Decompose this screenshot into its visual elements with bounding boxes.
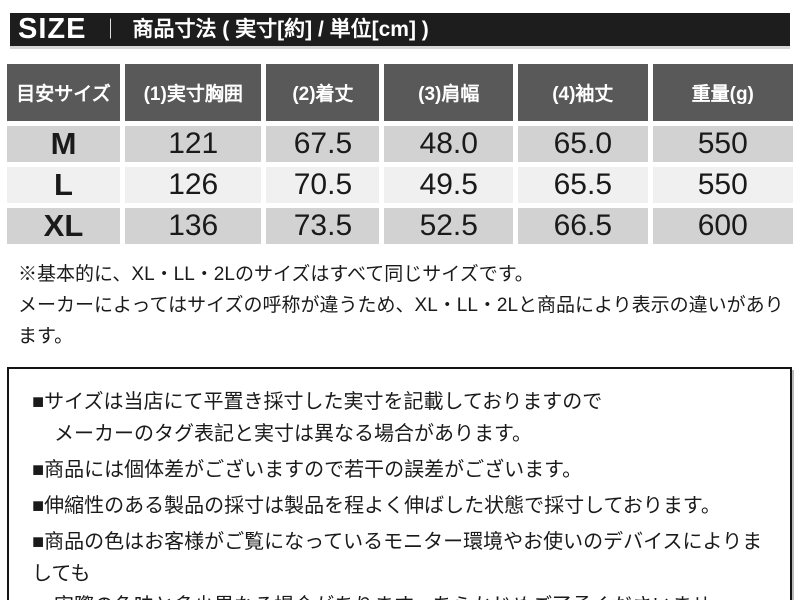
weight-cell: 550 [652, 167, 793, 203]
col-header-chest: (1)実寸胸囲 [124, 64, 262, 121]
weight-cell: 600 [652, 208, 793, 244]
weight-cell: 550 [652, 126, 793, 162]
sleeve-cell: 66.5 [518, 208, 648, 244]
col-header-weight: 重量(g) [652, 64, 793, 121]
size-section-banner: SIZE ｜ 商品寸法 ( 実寸[約] / 単位[cm] ) [10, 13, 790, 46]
shoulder-cell: 48.0 [384, 126, 514, 162]
size-table-container: 目安サイズ (1)実寸胸囲 (2)着丈 (3)肩幅 (4)袖丈 重量(g) M … [0, 59, 800, 249]
chest-cell: 136 [124, 208, 262, 244]
table-row-xl: XL 136 73.5 52.5 66.5 600 [7, 208, 793, 244]
col-header-size: 目安サイズ [7, 64, 120, 121]
measurement-disclaimer-box: ■サイズは当店にて平置き採寸した実寸を記載しておりますので メーカーのタグ表記と… [7, 367, 792, 600]
shoulder-cell: 52.5 [384, 208, 514, 244]
table-row-m: M 121 67.5 48.0 65.0 550 [7, 126, 793, 162]
size-cell: XL [7, 208, 120, 244]
sleeve-cell: 65.5 [518, 167, 648, 203]
shoulder-cell: 49.5 [384, 167, 514, 203]
disclaimer-text: ■商品の色はお客様がご覧になっているモニター環境やお使いのデバイスによりましても [32, 531, 763, 585]
disclaimer-item: ■商品の色はお客様がご覧になっているモニター環境やお使いのデバイスによりましても… [32, 526, 772, 600]
disclaimer-item: ■伸縮性のある製品の採寸は製品を程よく伸ばした状態で採寸しております。 [32, 490, 772, 522]
col-header-sleeve: (4)袖丈 [518, 64, 648, 121]
banner-separator: ｜ [100, 18, 121, 41]
size-table: 目安サイズ (1)実寸胸囲 (2)着丈 (3)肩幅 (4)袖丈 重量(g) M … [2, 59, 798, 249]
size-equivalence-note: ※基本的に、XL・LL・2Lのサイズはすべて同じサイズです。 メーカーによっては… [18, 259, 800, 352]
col-header-length: (2)着丈 [266, 64, 380, 121]
disclaimer-text: ■サイズは当店にて平置き採寸した実寸を記載しておりますので [32, 391, 603, 413]
length-cell: 67.5 [266, 126, 380, 162]
size-cell: M [7, 126, 120, 162]
length-cell: 70.5 [266, 167, 380, 203]
disclaimer-text: ■伸縮性のある製品の採寸は製品を程よく伸ばした状態で採寸しております。 [32, 495, 721, 517]
table-header-row: 目安サイズ (1)実寸胸囲 (2)着丈 (3)肩幅 (4)袖丈 重量(g) [7, 64, 793, 121]
note-line-1: ※基本的に、XL・LL・2Lのサイズはすべて同じサイズです。 [18, 264, 534, 285]
size-banner-label: SIZE [18, 13, 87, 45]
disclaimer-text: ■商品には個体差がございますので若干の誤差がございます。 [32, 459, 583, 481]
note-line-2: メーカーによってはサイズの呼称が違うため、XL・LL・2Lと商品により表示の違い… [18, 295, 784, 347]
disclaimer-item: ■商品には個体差がございますので若干の誤差がございます。 [32, 454, 772, 486]
chest-cell: 126 [124, 167, 262, 203]
size-cell: L [7, 167, 120, 203]
disclaimer-item: ■サイズは当店にて平置き採寸した実寸を記載しておりますので メーカーのタグ表記と… [32, 386, 772, 450]
sleeve-cell: 65.0 [518, 126, 648, 162]
table-row-l: L 126 70.5 49.5 65.5 550 [7, 167, 793, 203]
disclaimer-text-wrap: 実際の色味と多少異なる場合があります。あらかじめご了承くださいませ。 [32, 590, 772, 600]
chest-cell: 121 [124, 126, 262, 162]
banner-title: 商品寸法 ( 実寸[約] / 単位[cm] ) [132, 18, 429, 41]
disclaimer-text-wrap: メーカーのタグ表記と実寸は異なる場合があります。 [54, 423, 532, 445]
length-cell: 73.5 [266, 208, 380, 244]
col-header-shoulder: (3)肩幅 [384, 64, 514, 121]
